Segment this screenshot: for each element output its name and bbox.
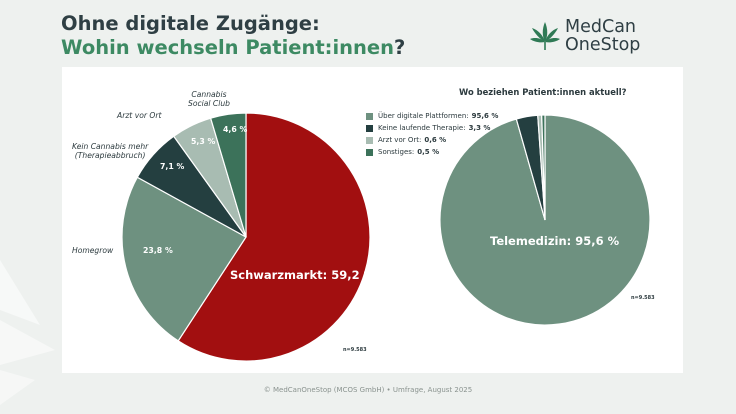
legend-value: 0,6 % xyxy=(424,136,447,144)
legend-item-keine-therapie: Keine laufende Therapie: 3,3 % xyxy=(366,122,498,134)
logo-line-1: MedCan xyxy=(565,17,637,37)
value-cannabis-social-club: 4,6 % xyxy=(223,125,248,134)
sample-size-right: n=9.583 xyxy=(631,295,655,301)
label-kein-cannabis: Kein Cannabis mehr (Therapieabbruch) xyxy=(72,142,148,160)
logo-wordmark: MedCan OneStop xyxy=(565,18,640,54)
pie1-slice-0 xyxy=(177,112,371,362)
title-line-2: Wohin wechseln Patient:innen? xyxy=(61,36,405,60)
legend-label: Keine laufende Therapie: xyxy=(378,124,466,132)
page-title: Ohne digitale Zugänge: Wohin wechseln Pa… xyxy=(61,12,405,60)
legend-label: Über digitale Plattformen: xyxy=(378,112,469,120)
chart2-title: Wo beziehen Patient:innen aktuell? xyxy=(459,87,627,97)
pie1-slice-1 xyxy=(121,176,247,342)
label-csc-line2: Social Club xyxy=(188,99,230,108)
label-kein-cannabis-line1: Kein Cannabis mehr xyxy=(72,142,149,151)
chart2-legend: Über digitale Plattformen: 95,6 % Keine l… xyxy=(366,110,498,158)
value-telemedizin: Telemedizin: 95,6 % xyxy=(490,234,620,248)
logo-line-2: OneStop xyxy=(565,35,641,55)
legend-item-sonstiges: Sonstiges: 0,5 % xyxy=(366,146,498,158)
legend-item-digital: Über digitale Plattformen: 95,6 % xyxy=(366,110,498,122)
legend-value: 95,6 % xyxy=(471,112,499,120)
label-cannabis-social-club: Cannabis Social Club xyxy=(188,90,230,108)
value-kein-cannabis: 7,1 % xyxy=(160,162,185,171)
footer-copyright: © MedCanOneStop (MCOS GmbH) • Umfrage, A… xyxy=(263,386,473,394)
value-homegrow: 23,8 % xyxy=(143,246,173,255)
label-csc-line1: Cannabis xyxy=(191,90,227,99)
legend-swatch xyxy=(366,124,373,132)
brand-logo: MedCan OneStop xyxy=(528,18,658,58)
legend-swatch xyxy=(366,136,373,144)
legend-value: 0,5 % xyxy=(417,148,440,156)
legend-swatch xyxy=(366,148,373,156)
legend-label: Arzt vor Ort: xyxy=(378,136,422,144)
title-question-mark: ? xyxy=(394,36,406,59)
legend-value: 3,3 % xyxy=(468,124,491,132)
title-line-1: Ohne digitale Zugänge: xyxy=(61,12,320,35)
pie1-slice-4 xyxy=(209,112,247,238)
label-arzt-vor-ort: Arzt vor Ort xyxy=(117,111,162,120)
legend-swatch xyxy=(366,112,373,120)
pie-chart-exit-destinations xyxy=(121,112,371,362)
sample-size-left: n=9.583 xyxy=(343,347,367,353)
pie2-slice-3 xyxy=(541,114,546,221)
value-schwarzmarkt: Schwarzmarkt: 59,2 % xyxy=(230,268,376,282)
legend-item-arzt-vor-ort: Arzt vor Ort: 0,6 % xyxy=(366,134,498,146)
title-line-2-text: Wohin wechseln Patient:innen xyxy=(61,36,395,59)
label-kein-cannabis-line2: (Therapieabbruch) xyxy=(74,151,146,160)
pie-chart-current-source xyxy=(439,114,651,326)
decorative-leaf-icon xyxy=(0,260,55,405)
label-homegrow: Homegrow xyxy=(72,246,114,255)
value-arzt-vor-ort: 5,3 % xyxy=(191,137,216,146)
cannabis-leaf-icon xyxy=(530,22,560,50)
legend-label: Sonstiges: xyxy=(378,148,415,156)
